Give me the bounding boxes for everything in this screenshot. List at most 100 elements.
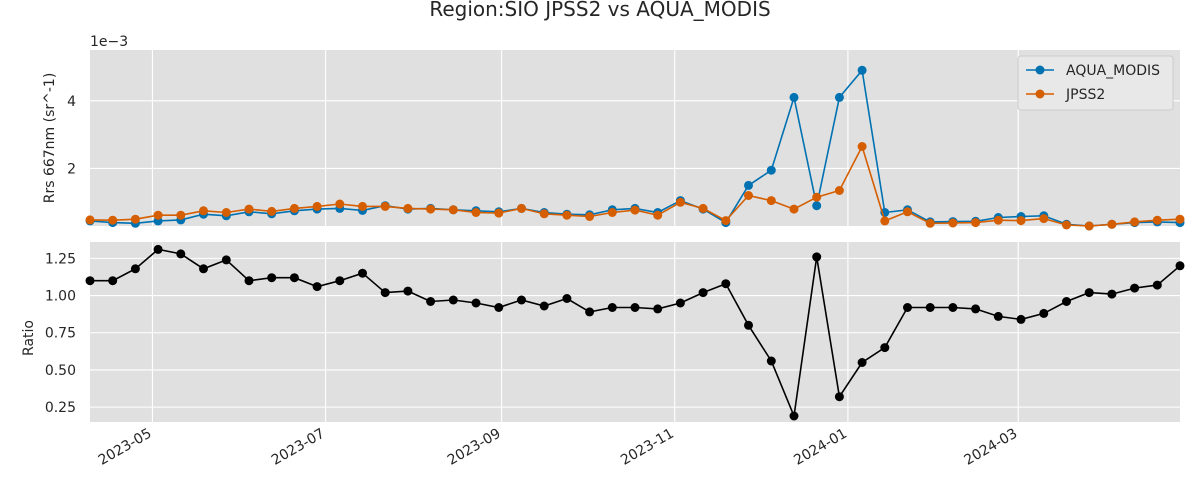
ratio-data-point (925, 303, 935, 312)
jpss2-data-point (721, 216, 731, 226)
x-tick-label: 2023-07 (269, 426, 328, 469)
ratio-data-point (948, 303, 958, 312)
aqua-modis-data-point (766, 165, 776, 175)
jpss2-data-point (834, 186, 844, 195)
ratio-data-point (812, 252, 822, 262)
x-axis: 2023-05 2023-07 2023-09 2023-11 2024-01 2024-… (96, 426, 1020, 469)
ratio-data-point (607, 303, 617, 312)
ratio-data-point (471, 298, 481, 308)
ratio-data-point (1107, 289, 1117, 299)
jpss2-data-point (267, 206, 277, 216)
jpss2-data-point (948, 218, 958, 228)
x-tick-label: 2024-01 (791, 426, 850, 469)
rrs-panel: 2 4 1e−3 Rrs 667nm (sr^-1) AQUA_MODIS JPS… (42, 34, 1185, 231)
legend: AQUA_MODIS JPSS2 (1017, 55, 1174, 111)
jpss2-data-point (812, 192, 822, 202)
ratio-data-point (653, 304, 663, 314)
jpss2-data-point (630, 205, 640, 215)
ratio-data-point (789, 411, 799, 421)
jpss2-data-point (176, 210, 186, 220)
jpss2-data-point (1016, 216, 1026, 226)
chart-title: Region:SIO JPSS2 vs AQUA_MODIS (429, 0, 770, 21)
jpss2-data-point (108, 215, 118, 225)
aqua-modis-data-point (789, 92, 799, 102)
ratio-data-point (153, 244, 163, 254)
rrs-panel-background (90, 50, 1180, 226)
ratio-data-point (312, 282, 322, 292)
legend-marker-jpss2 (1035, 89, 1045, 99)
ratio-data-point (244, 276, 254, 286)
jpss2-data-point (1039, 214, 1049, 224)
jpss2-data-point (289, 203, 299, 213)
rrs-offset-text: 1e−3 (90, 34, 128, 50)
ratio-data-point (267, 273, 277, 283)
jpss2-data-point (653, 210, 663, 220)
ratio-data-point (1039, 308, 1049, 318)
jpss2-data-point (221, 208, 231, 217)
ratio-data-point (585, 307, 595, 317)
jpss2-data-point (562, 210, 572, 220)
ratio-data-point (108, 276, 118, 286)
legend-box (1017, 55, 1174, 111)
ratio-data-point (630, 303, 640, 312)
ratio-data-point (335, 276, 345, 286)
rrs-y-tick-label: 2 (67, 161, 76, 177)
jpss2-data-point (494, 208, 504, 218)
ratio-data-point (448, 295, 458, 305)
jpss2-data-point (335, 199, 345, 209)
x-tick-label: 2023-11 (618, 426, 677, 469)
jpss2-data-point (1130, 217, 1140, 227)
jpss2-data-point (312, 201, 322, 211)
x-tick-label: 2023-05 (96, 426, 155, 469)
ratio-y-axis-label: Ratio (21, 320, 37, 356)
ratio-data-point (1062, 297, 1071, 306)
ratio-data-point (880, 343, 890, 353)
jpss2-data-point (85, 215, 95, 225)
ratio-data-point (766, 356, 776, 366)
jpss2-data-point (1152, 215, 1162, 225)
jpss2-data-point (1062, 220, 1071, 230)
legend-label-jpss2: JPSS2 (1065, 87, 1105, 103)
jpss2-data-point (380, 201, 390, 211)
ratio-data-point (221, 255, 231, 265)
jpss2-data-point (539, 209, 549, 219)
ratio-data-point (199, 264, 208, 274)
ratio-y-tick-label: 0.25 (45, 400, 76, 416)
legend-marker-aqua-modis (1035, 65, 1045, 75)
ratio-data-point (85, 276, 95, 286)
ratio-data-point (721, 279, 731, 289)
jpss2-data-point (130, 214, 140, 224)
ratio-data-point (675, 298, 685, 308)
ratio-data-point (380, 288, 390, 298)
ratio-data-point (1016, 314, 1026, 324)
jpss2-data-point (925, 218, 935, 228)
ratio-data-point (971, 304, 981, 314)
jpss2-data-point (426, 204, 436, 214)
ratio-data-point (993, 311, 1003, 321)
ratio-data-point (1084, 288, 1094, 298)
ratio-data-point (358, 268, 367, 278)
jpss2-data-point (607, 208, 617, 217)
rrs-y-axis-label: Rrs 667nm (sr^-1) (42, 73, 58, 204)
aqua-modis-data-point (812, 201, 822, 211)
aqua-modis-data-point (744, 180, 753, 190)
x-tick-label: 2024-03 (962, 426, 1021, 469)
ratio-data-point (744, 320, 753, 330)
ratio-data-point (857, 358, 867, 367)
ratio-data-point (834, 392, 844, 402)
rrs-y-tick-label: 4 (67, 94, 76, 110)
jpss2-data-point (585, 212, 595, 221)
jpss2-data-point (1107, 219, 1117, 229)
jpss2-data-point (1175, 214, 1185, 224)
jpss2-data-point (358, 201, 367, 211)
ratio-data-point (403, 286, 413, 296)
jpss2-data-point (766, 196, 776, 206)
ratio-y-tick-label: 0.50 (45, 363, 76, 379)
ratio-panel: 0.25 0.50 0.75 1.00 1.25 Ratio (21, 242, 1185, 422)
jpss2-data-point (448, 205, 458, 215)
jpss2-data-point (517, 203, 526, 213)
ratio-data-point (539, 301, 549, 311)
ratio-data-point (698, 288, 708, 298)
ratio-y-tick-label: 1.25 (45, 251, 76, 267)
